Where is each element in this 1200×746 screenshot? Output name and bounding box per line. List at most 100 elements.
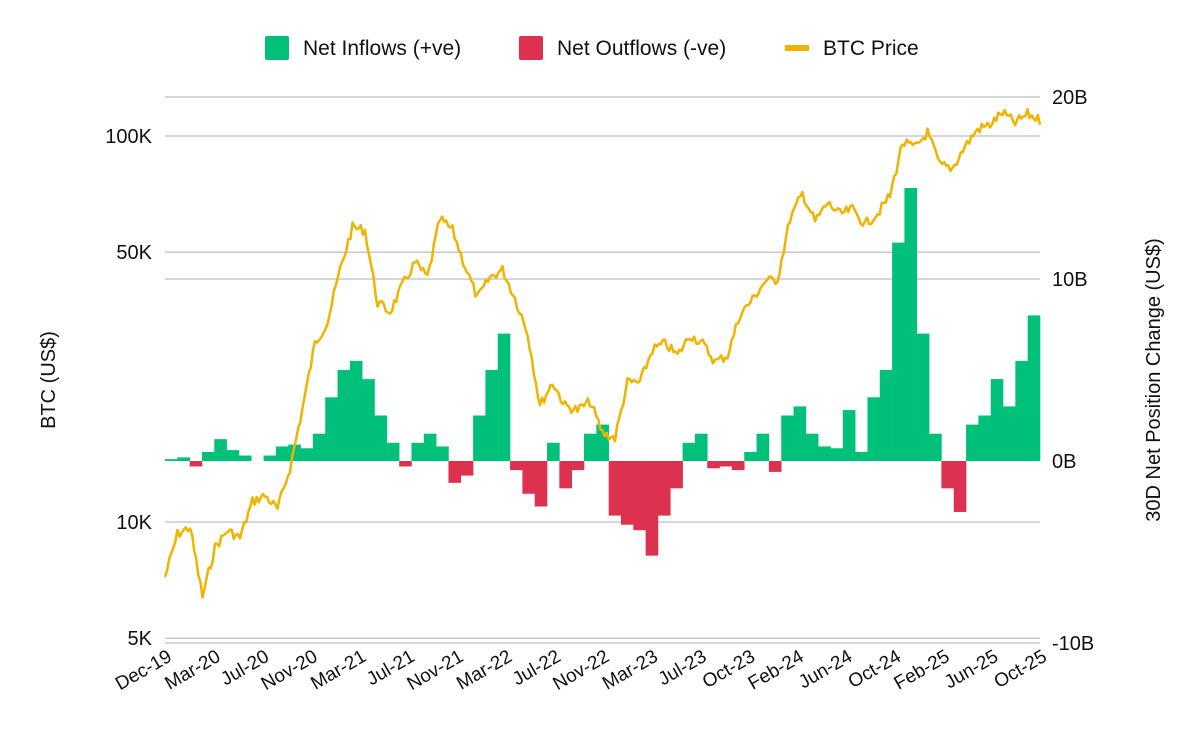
outflow-bar	[719, 461, 733, 467]
inflow-bar	[473, 415, 486, 461]
outflow-bar	[657, 461, 671, 516]
inflow-bar	[830, 448, 844, 461]
legend: Net Inflows (+ve) Net Outflows (-ve) BTC…	[265, 36, 919, 60]
legend-swatch-inflows	[265, 36, 289, 60]
left-tick-label: 50K	[116, 242, 152, 264]
right-tick-label: -10B	[1052, 633, 1094, 655]
x-tick-label: Mar-21	[307, 646, 370, 694]
outflow-bar	[768, 461, 782, 472]
inflow-bar	[966, 424, 979, 461]
inflow-bar	[1015, 360, 1028, 461]
inflow-bar	[818, 446, 831, 461]
x-tick-label: Feb-24	[745, 646, 808, 695]
left-tick-label: 5K	[128, 628, 153, 650]
outflow-bar	[534, 461, 548, 507]
outflow-bar	[953, 461, 967, 512]
outflow-bar	[941, 461, 955, 489]
inflow-bar	[781, 415, 794, 461]
inflow-bar	[362, 379, 375, 461]
inflow-bar	[325, 397, 338, 461]
inflow-bar	[867, 397, 881, 461]
x-tick-label: Nov-20	[258, 646, 322, 695]
outflow-bar	[399, 461, 412, 467]
x-tick-label: Nov-21	[404, 646, 468, 695]
x-tick-label: Jun-24	[795, 646, 856, 693]
gridlines	[165, 96, 1040, 644]
inflow-bar	[300, 448, 314, 461]
inflow-bar	[312, 433, 326, 461]
x-tick-label: Dec-19	[112, 646, 176, 695]
outflow-bar	[608, 461, 622, 516]
x-tick-label: Jun-25	[941, 646, 1002, 693]
inflow-bar	[744, 451, 757, 461]
legend-swatch-outflows	[519, 36, 543, 60]
inflow-bar	[201, 451, 215, 461]
right-tick-label: 20B	[1052, 87, 1088, 109]
x-tick-label: Oct-25	[991, 646, 1051, 693]
right-tick-label: 10B	[1052, 269, 1088, 291]
inflow-bar	[349, 360, 363, 461]
legend-swatch-btc-price	[785, 45, 809, 51]
inflow-bar	[1003, 406, 1016, 461]
inflow-bar	[436, 446, 449, 461]
inflow-bar	[879, 370, 893, 461]
inflow-bar	[263, 455, 277, 461]
inflow-bar	[226, 450, 240, 461]
outflow-bar	[670, 461, 683, 489]
outflow-bar	[559, 461, 572, 489]
legend-label-inflows: Net Inflows (+ve)	[303, 37, 461, 60]
inflow-bar	[584, 433, 597, 461]
inflow-bar	[238, 455, 252, 461]
left-tick-label: 100K	[105, 126, 152, 148]
inflow-bar	[423, 433, 437, 461]
inflow-bar	[892, 242, 905, 461]
left-axis-label: BTC (US$)	[38, 331, 60, 429]
flow-bars	[165, 188, 1041, 556]
inflow-bar	[842, 410, 856, 461]
right-axis-label: 30D Net Position Change (US$)	[1143, 238, 1165, 521]
inflow-bar	[214, 439, 227, 461]
inflow-bar	[1027, 315, 1041, 461]
inflow-bar	[165, 459, 178, 461]
inflow-bar	[547, 442, 560, 461]
inflow-bar	[275, 446, 289, 461]
inflow-bar	[855, 451, 868, 461]
right-axis: -10B 0B 10B 20B	[1052, 87, 1094, 655]
left-axis: 5K 10K 50K 100K	[105, 126, 152, 650]
inflow-bar	[337, 370, 351, 461]
outflow-bar	[633, 461, 646, 531]
inflow-bar	[793, 406, 807, 461]
inflow-bar	[374, 415, 388, 461]
x-tick-label: Feb-25	[891, 646, 954, 694]
btc-price-line	[163, 107, 1042, 599]
outflow-bar	[645, 461, 659, 556]
outflow-bar	[620, 461, 634, 525]
outflow-bar	[189, 461, 203, 467]
inflow-bar	[386, 442, 400, 461]
x-tick-label: Nov-22	[549, 646, 613, 695]
inflow-bar	[694, 433, 708, 461]
x-tick-label: Jul-23	[655, 646, 710, 690]
right-tick-label: 0B	[1052, 451, 1076, 473]
legend-label-outflows: Net Outflows (-ve)	[557, 37, 726, 60]
inflow-bar	[990, 379, 1004, 461]
outflow-bar	[510, 461, 523, 471]
x-tick-label: Mar-23	[599, 646, 662, 694]
outflow-bar	[460, 461, 474, 476]
outflow-bar	[448, 461, 462, 483]
x-tick-label: Mar-20	[161, 646, 224, 694]
inflow-bar	[929, 433, 942, 461]
outflow-bar	[731, 461, 745, 471]
legend-label-btc-price: BTC Price	[823, 37, 919, 60]
inflow-bar	[411, 442, 425, 461]
left-tick-label: 10K	[116, 512, 152, 534]
outflow-bar	[707, 461, 720, 469]
outflow-bar	[522, 461, 536, 494]
x-axis: Dec-19Mar-20Jul-20Nov-20Mar-21Jul-21Nov-…	[112, 646, 1051, 695]
inflow-bar	[805, 433, 819, 461]
inflow-bar	[497, 333, 511, 461]
inflow-bar	[682, 442, 696, 461]
inflow-bar	[485, 370, 499, 461]
inflow-bar	[916, 333, 930, 461]
